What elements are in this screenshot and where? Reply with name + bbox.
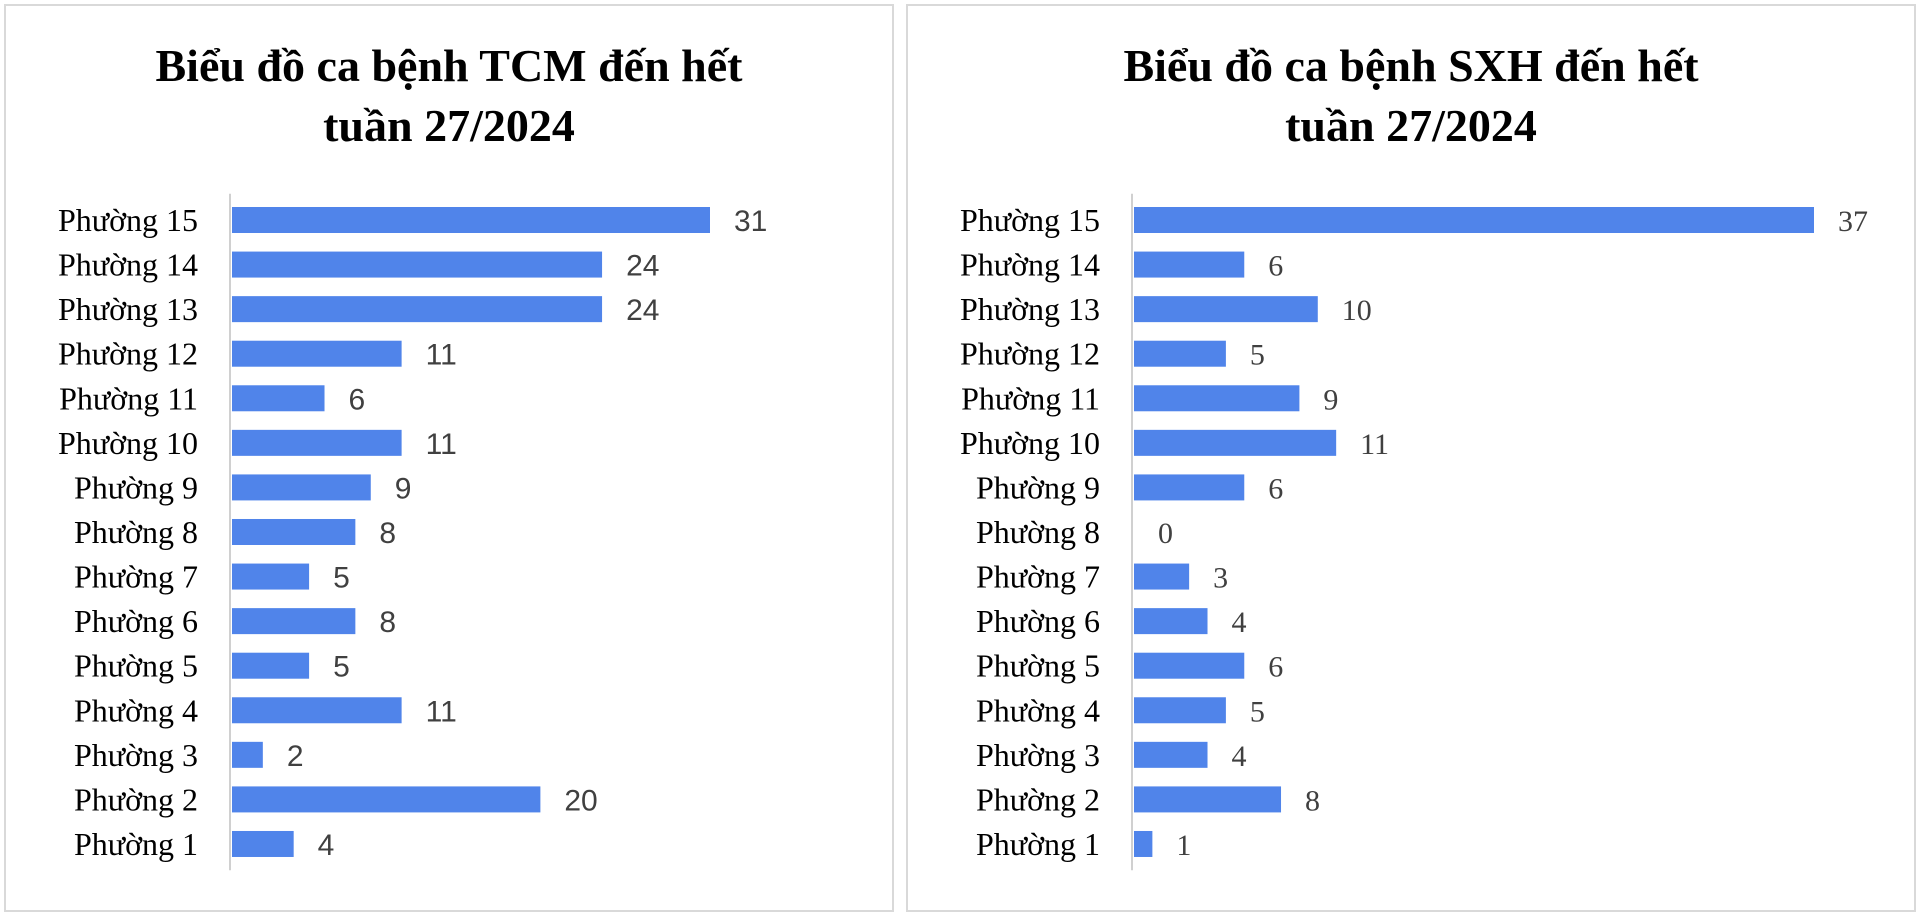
category-label: Phường 13 — [58, 291, 198, 327]
category-label: Phường 12 — [58, 336, 198, 372]
bar — [232, 296, 603, 323]
data-label: 24 — [626, 294, 659, 327]
bar — [232, 385, 325, 412]
category-label: Phường 3 — [976, 737, 1100, 773]
category-label: Phường 2 — [74, 781, 198, 817]
category-label: Phường 6 — [74, 603, 198, 639]
data-label: 9 — [395, 472, 412, 505]
category-label: Phường 14 — [960, 247, 1100, 283]
data-label: 5 — [1250, 339, 1265, 372]
bar — [1134, 830, 1153, 857]
chart-title-sxh: Biểu đồ ca bệnh SXH đến hết tuần 27/2024 — [908, 36, 1914, 156]
data-label: 9 — [1323, 383, 1338, 416]
data-label: 5 — [333, 651, 350, 684]
chart-title-line2: tuần 27/2024 — [1285, 100, 1537, 151]
data-label: 8 — [379, 517, 396, 550]
data-label: 11 — [1360, 428, 1389, 461]
bar — [1134, 786, 1282, 813]
bar — [1134, 340, 1226, 367]
category-label: Phường 10 — [960, 425, 1100, 461]
category-label: Phường 15 — [960, 202, 1100, 238]
bar — [232, 697, 402, 724]
chart-title-tcm: Biểu đồ ca bệnh TCM đến hết tuần 27/2024 — [6, 36, 892, 156]
category-label: Phường 10 — [58, 425, 198, 461]
category-label: Phường 11 — [59, 380, 198, 416]
category-label: Phường 11 — [961, 380, 1100, 416]
data-label: 37 — [1838, 205, 1868, 238]
data-label: 0 — [1158, 517, 1173, 550]
category-label: Phường 6 — [976, 603, 1100, 639]
bar — [1134, 474, 1245, 501]
data-label: 6 — [1268, 472, 1283, 505]
data-label: 4 — [1232, 740, 1247, 773]
bar — [232, 608, 356, 635]
data-label: 8 — [1305, 784, 1320, 817]
bar — [1134, 697, 1226, 724]
data-label: 24 — [626, 250, 659, 283]
data-label: 11 — [426, 428, 457, 461]
bar — [232, 340, 402, 367]
data-label: 3 — [1213, 562, 1228, 595]
data-label: 11 — [426, 695, 457, 728]
category-label: Phường 13 — [960, 291, 1100, 327]
data-label: 6 — [1268, 651, 1283, 684]
bar — [232, 251, 603, 278]
category-label: Phường 9 — [976, 469, 1100, 505]
category-label: Phường 2 — [976, 781, 1100, 817]
data-label: 20 — [564, 784, 597, 817]
bar — [232, 830, 294, 857]
bar — [1134, 652, 1245, 679]
category-label: Phường 7 — [74, 559, 198, 595]
category-label: Phường 4 — [976, 692, 1100, 728]
bar — [1134, 251, 1245, 278]
data-label: 5 — [1250, 695, 1265, 728]
bar — [232, 652, 310, 679]
chart-title-line2: tuần 27/2024 — [323, 100, 575, 151]
category-label: Phường 8 — [74, 514, 198, 550]
chart-panel-tcm: Biểu đồ ca bệnh TCM đến hết tuần 27/2024… — [4, 4, 894, 912]
bar — [1134, 429, 1337, 456]
data-label: 31 — [734, 205, 767, 238]
bar — [1134, 296, 1318, 323]
bar — [232, 474, 371, 501]
category-label: Phường 4 — [74, 692, 198, 728]
data-label: 10 — [1342, 294, 1372, 327]
data-label: 6 — [1268, 250, 1283, 283]
bar — [232, 786, 541, 813]
data-label: 4 — [1232, 606, 1247, 639]
bar — [1134, 608, 1208, 635]
data-label: 1 — [1176, 829, 1191, 862]
data-label: 5 — [333, 562, 350, 595]
bar — [232, 207, 710, 233]
bar — [232, 429, 402, 456]
bar — [1134, 741, 1208, 768]
bar — [1134, 207, 1814, 233]
category-label: Phường 9 — [74, 469, 198, 505]
category-label: Phường 7 — [976, 559, 1100, 595]
category-label: Phường 5 — [74, 648, 198, 684]
chart-title-line1: Biểu đồ ca bệnh SXH đến hết — [1123, 40, 1699, 91]
category-label: Phường 12 — [960, 336, 1100, 372]
data-label: 8 — [379, 606, 396, 639]
data-label: 6 — [349, 383, 366, 416]
chart-title-line1: Biểu đồ ca bệnh TCM đến hết — [155, 40, 743, 91]
category-label: Phường 5 — [976, 648, 1100, 684]
category-label: Phường 3 — [74, 737, 198, 773]
data-label: 11 — [426, 339, 457, 372]
category-label: Phường 15 — [58, 202, 198, 238]
bar — [1134, 563, 1190, 590]
chart-panel-sxh: Biểu đồ ca bệnh SXH đến hết tuần 27/2024… — [906, 4, 1916, 912]
data-label: 2 — [287, 740, 304, 773]
bar — [232, 518, 356, 545]
bar — [232, 563, 310, 590]
category-label: Phường 8 — [976, 514, 1100, 550]
category-label: Phường 1 — [74, 826, 198, 862]
data-label: 4 — [318, 829, 335, 862]
category-label: Phường 14 — [58, 247, 198, 283]
category-label: Phường 1 — [976, 826, 1100, 862]
bar — [1134, 385, 1300, 412]
bar — [232, 741, 263, 768]
